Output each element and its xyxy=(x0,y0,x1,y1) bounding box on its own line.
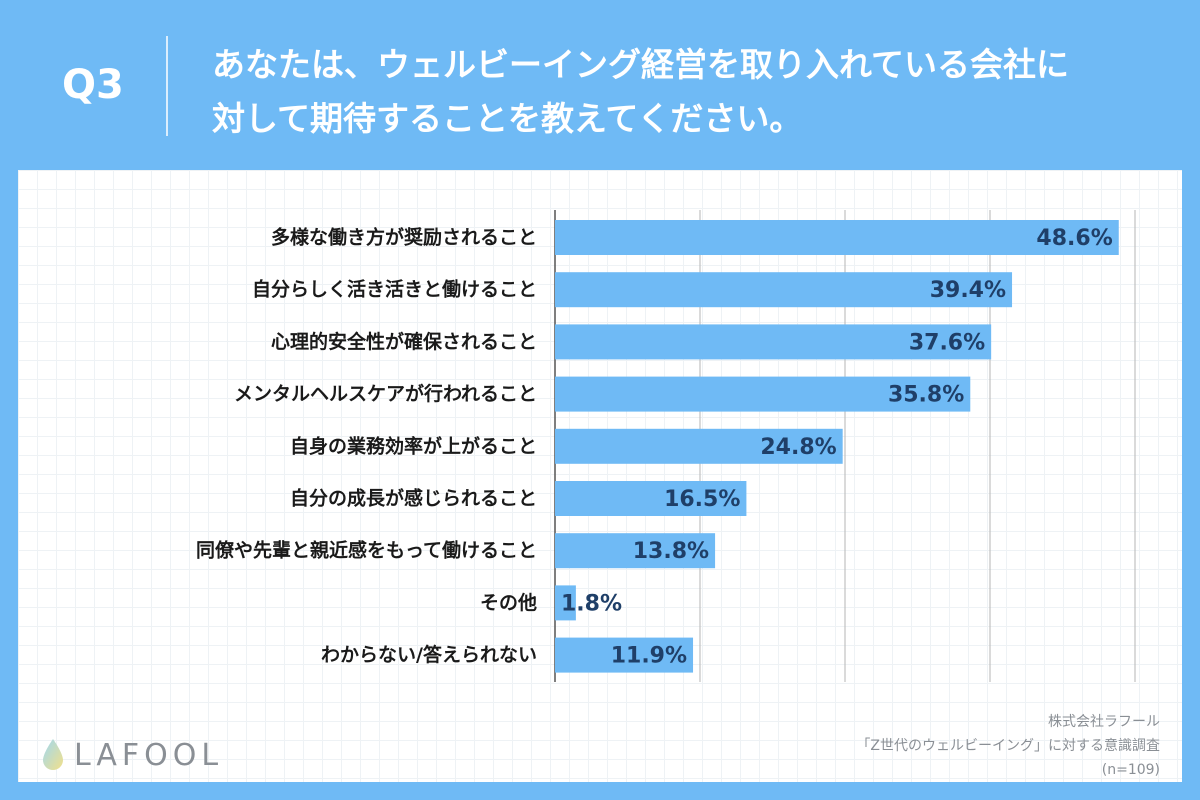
value-label-5: 16.5% xyxy=(664,487,740,512)
value-label-0: 48.6% xyxy=(1036,226,1112,251)
value-label-8: 11.9% xyxy=(611,644,687,669)
bar-8 xyxy=(555,637,694,673)
bar-chart: 多様な働き方が奨励されること 48.6% 自分らしく活き活きと働けること 39.4% 心… xyxy=(196,210,1136,682)
question-text: あなたは、ウェルビーイング経営を取り入れている会社に 対して期待することを教えて… xyxy=(212,38,1172,146)
bar-7 xyxy=(555,585,576,621)
value-label-7: 1.8% xyxy=(561,591,622,616)
bar-6 xyxy=(555,533,716,569)
value-label-1: 39.4% xyxy=(930,278,1006,303)
category-label-1: 自分らしく活き活きと働けること xyxy=(252,278,537,301)
question-line-1: あなたは、ウェルビーイング経営を取り入れている会社に xyxy=(212,45,1070,84)
logo-text: LAFOOL xyxy=(74,737,224,773)
source-note: 株式会社ラフール 「Z世代のウェルビーイング」に対する意識調査 (n=109) xyxy=(856,710,1160,782)
category-label-6: 同僚や先輩と親近感をもって働けること xyxy=(196,539,537,562)
logo: LAFOOL xyxy=(40,735,223,775)
source-company: 株式会社ラフール xyxy=(1048,714,1160,730)
category-label-5: 自分の成長が感じられること xyxy=(290,487,537,510)
category-label-3: メンタルヘルスケアが行われること xyxy=(234,382,537,405)
value-label-6: 13.8% xyxy=(633,539,709,564)
value-label-3: 35.8% xyxy=(888,383,964,408)
bar-2 xyxy=(555,324,992,360)
question-line-2: 対して期待することを教えてください。 xyxy=(212,99,803,138)
chart-panel: 多様な働き方が奨励されること 48.6% 自分らしく活き活きと働けること 39.4% 心… xyxy=(18,170,1182,782)
category-label-4: 自身の業務効率が上がること xyxy=(290,434,537,457)
value-label-2: 37.6% xyxy=(909,330,985,355)
bar-3 xyxy=(555,376,971,412)
bar-4 xyxy=(555,428,843,464)
bar-1 xyxy=(555,272,1013,308)
droplet-logo-icon xyxy=(43,739,63,770)
header-divider xyxy=(166,36,168,136)
source-survey: 「Z世代のウェルビーイング」に対する意識調査 xyxy=(856,738,1160,754)
category-label-2: 心理的安全性が確保されること xyxy=(271,330,537,353)
header: Q3 あなたは、ウェルビーイング経営を取り入れている会社に 対して期待することを… xyxy=(0,0,1200,170)
source-sample: (n=109) xyxy=(1101,762,1160,778)
bar-5 xyxy=(555,481,747,516)
bar-0 xyxy=(555,220,1119,255)
category-label-7: その他 xyxy=(480,591,537,614)
category-label-8: わからない/答えられない xyxy=(321,643,537,666)
question-number: Q3 xyxy=(62,62,124,108)
value-label-4: 24.8% xyxy=(760,435,836,460)
category-label-0: 多様な働き方が奨励されること xyxy=(271,226,537,249)
